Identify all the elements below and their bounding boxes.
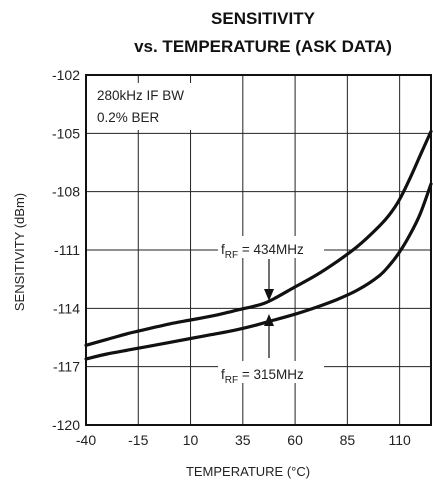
series-group [84, 129, 433, 361]
label-434-sub: RF [225, 250, 238, 261]
y-tick-label: -108 [52, 184, 80, 200]
y-tick-labels: -102 -105 -108 -111 -114 -117 -120 [52, 67, 80, 433]
y-tick-label: -114 [53, 300, 80, 316]
x-axis-label: TEMPERATURE (°C) [186, 464, 310, 479]
y-tick-label: -111 [54, 242, 80, 258]
y-axis-label: SENSITIVITY (dBm) [12, 193, 27, 311]
label-315-sub: RF [225, 375, 238, 386]
label-434-f: f [221, 242, 225, 257]
plot-frame [85, 74, 432, 426]
chart-title: SENSITIVITY [211, 9, 316, 28]
series-line-434mhz [84, 129, 433, 347]
label-315-f: f [221, 367, 225, 382]
label-315-backdrop [218, 361, 324, 383]
y-tick-label: -102 [52, 67, 80, 83]
x-tick-label: -40 [76, 432, 96, 448]
arrow-315-head [264, 314, 274, 326]
series-line-315mhz [84, 182, 433, 361]
y-tick-label: -117 [53, 359, 80, 375]
x-tick-label: 110 [388, 432, 411, 448]
label-315-value: = 315MHz [238, 367, 304, 382]
conditions-backdrop [93, 83, 217, 130]
label-315: fRF = 315MHz [221, 367, 304, 386]
conditions-if-bw: 280kHz IF BW [97, 88, 184, 103]
arrow-434-head [264, 289, 274, 301]
conditions-ber: 0.2% BER [97, 110, 160, 125]
x-tick-label: 60 [287, 432, 303, 448]
x-tick-labels: -40 -15 10 35 60 85 110 [76, 432, 411, 448]
x-tick-label: 35 [235, 432, 251, 448]
y-tick-label: -105 [52, 125, 80, 141]
label-434-value: = 434MHz [238, 242, 304, 257]
chart-subtitle: vs. TEMPERATURE (ASK DATA) [134, 37, 392, 56]
y-tick-label: -120 [52, 417, 80, 433]
label-434: fRF = 434MHz [221, 242, 304, 261]
x-tick-label: 10 [183, 432, 199, 448]
x-tick-label: 85 [340, 432, 356, 448]
label-434-backdrop [218, 236, 324, 258]
x-tick-label: -15 [128, 432, 148, 448]
